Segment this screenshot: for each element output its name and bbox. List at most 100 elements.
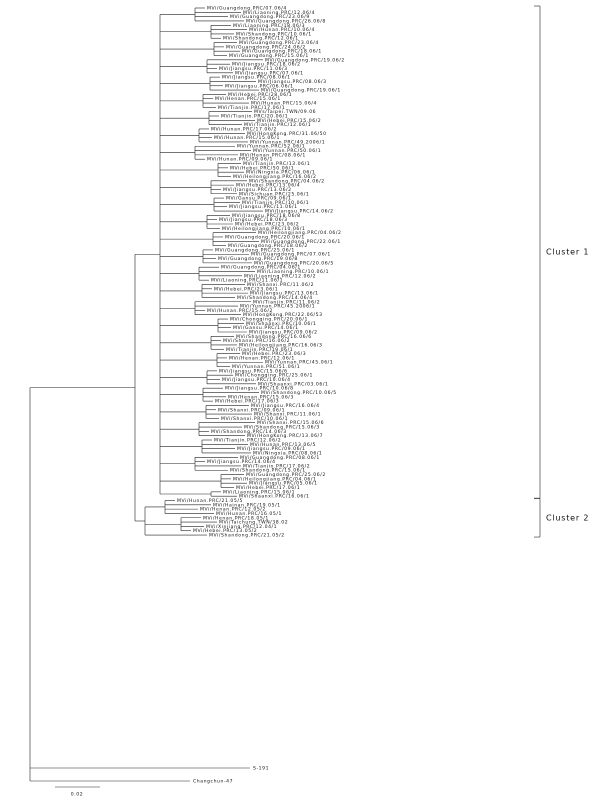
leaf-label: MVi/Guangdong.PRC/18.06/2: [228, 243, 308, 249]
leaf-label: MVi/Jiangsu.PRC/11.06/1: [229, 204, 298, 210]
leaf-label: MVi/Heilongjiang.PRC/16.06/2: [233, 174, 316, 180]
leaf-label: MVi/Gansu.PRC/14.06/1: [233, 325, 299, 331]
leaf-label: MVi/Chongqing.PRC/25.06/1: [235, 373, 313, 379]
leaf-label: MVi/Guangdong.PRC/18.06/1: [242, 49, 322, 55]
leaf-label: MVi/Tianjin.PRC/11.06/2: [253, 299, 320, 305]
leaf-label: MVi/Yunnan.PRC/45.2006/1: [240, 304, 315, 310]
leaf-label: MVi/Hebei.PRC/28.06/1: [228, 92, 292, 98]
leaf-label: MVi/Sichuan.PRC/25.06/1: [239, 191, 309, 197]
leaf-label: MVi/Hebei.PRC/23.06/2: [235, 222, 299, 228]
leaf-label: MVi/Jiangsu.PRC/13.06/1: [250, 291, 319, 297]
leaf-label: MVi/Tianjin.PRC/12.06/1: [244, 122, 311, 128]
leaf-label: MVi/HongKong.PRC/31.06/50: [247, 131, 327, 137]
leaf-label: MVi/Hebei.PRC/50.06/1: [230, 165, 294, 171]
leaf-label: MVi/Shaanxi.PRC/10.06/1: [246, 321, 316, 327]
leaf-label: MVi/Hunan.PRC/15.06/4: [251, 101, 317, 107]
leaf-label: MVi/Liaoning.PRC/10.06/1: [257, 269, 329, 275]
leaf-label: MVi/Guangdong.PRC/24.06/2: [226, 44, 306, 50]
leaf-label: MVi/Jiangsu.PRC/13.06/2: [223, 187, 292, 193]
cluster-label: Cluster 1: [546, 248, 589, 257]
leaf-label: MVi/Guangdong.PRC/15.06/1: [229, 53, 309, 59]
leaf-label: MVi/Hebei.PRC/17.06/1: [236, 485, 300, 491]
leaf-label: MVi/Yunnan.PRC/49.2006/1: [250, 139, 325, 145]
leaf-label: MVi/Shandong.PRC/12.06/1: [223, 36, 299, 42]
leaf-label: MVi/Heilongjiang.PRC/10.06/1: [222, 226, 305, 232]
leaf-label: MVs/Taipei.TWN/09.06: [254, 109, 316, 115]
leaf-label: MVi/Jiangsu.PRC/06.06/1: [225, 83, 294, 89]
leaf-label: MVi/Heilongjiang.PRC/16.06/3: [239, 342, 322, 348]
leaf-label: MVi/Ningxia.PRC/06.06/1: [246, 170, 315, 176]
leaf-label: MVi/HongKong.PRC/13.06/7: [247, 433, 323, 439]
leaf-label: MVi/Shandong.PRC/21.05/2: [209, 533, 285, 539]
leaf-label: MVi/Henan.PRC/08.06/1: [240, 152, 306, 158]
leaf-label: MVi/Hunan.PRC/16.05/1: [216, 511, 282, 517]
leaf-label: MVi/Yunnan.PRC/45.06/1: [265, 360, 333, 366]
leaf-label: MVi/Hebei.PRC/13.06/4: [236, 183, 300, 189]
leaf-label: MVi/Hebei.PRC/17.06/3: [215, 399, 279, 405]
leaf-label: MVi/Henan.PRC/12.06/1: [229, 355, 295, 361]
leaf-label: MVi/Hebei.PRC/23.06/3: [242, 351, 306, 357]
leaf-label: MVi/Tianjin.PRC/13.06/1: [243, 161, 310, 167]
leaf-label: MVi/Tianjin.PRC/10.06/1: [242, 200, 309, 206]
leaf-label: MVi/Hebei.PRC/15.06/2: [257, 118, 321, 124]
leaf-label: MVi/Hunan.PRC/15.06/1: [214, 135, 280, 141]
leaf-label: MVi/Guangdong.PRC/19.06/2: [265, 57, 345, 63]
leaf-label: MVi/Tianjin.PRC/17.06/2: [243, 463, 310, 469]
leaf-label: MVi/Tianjin.PRC/19.06/1: [226, 347, 293, 353]
leaf-label: MVi/Heilongjiang.PRC/04.06/2: [258, 230, 341, 236]
leaf-label: MVi/Shanxi.PRC/16.06/2: [223, 338, 290, 344]
leaf-label: MVi/Shanxi.PRC/10.06/1: [221, 416, 288, 422]
leaf-label: MVi/Jiangsu.PRC/18.06/2: [232, 62, 301, 68]
leaf-label: MVi/Liaoning.PRC/15.06/1: [223, 489, 295, 495]
leaf-label: MVi/Hunan.PRC/13.06/5: [250, 442, 316, 448]
leaf-label: MVi/Jiangsu.PRC/07.06/1: [235, 70, 304, 76]
leaf-label: MVi/Jiangsu.PRC/09.06/2: [249, 330, 318, 336]
leaf-label: MVi/Guangdong.PRC/19.06/8: [218, 256, 298, 262]
leaf-label: MVi/Jiangsu.PRC/18.06/3: [219, 217, 288, 223]
leaf-label: MVi/Liaoning.PRC/12.06/2: [244, 273, 316, 279]
leaf-label: MVi/Guangdong.PRC/20.06/1: [225, 234, 305, 240]
leaf-label: MVi/Xinjiang.PRC/12.04/1: [206, 524, 277, 530]
leaf-label: MVi/Tianjin.PRC/20.06/1: [221, 114, 288, 120]
leaf-label: MVi/Heilongjiang.PRC/04.06/1: [233, 476, 316, 482]
leaf-label: MVi/Guangdong.PRC/07.06/4: [207, 6, 287, 12]
leaf-label: MVi/Guangdong.PRC/07.06/1: [251, 252, 331, 258]
leaf-label: MVi/Shandong.PRC/16.06/6: [236, 334, 312, 340]
leaf-label: MVi/Tianjin.PRC/17.06/1: [218, 105, 285, 111]
leaf-label: MVi/Gansu.PRC/09.06/1: [226, 196, 292, 202]
leaf-label: MVi/Shandong.PRC/10.06/5: [261, 390, 337, 396]
leaf-label: MVi/Jiangsu.PRC/11.06/3: [219, 66, 288, 72]
leaf-label: MVi/Guangdong.PRC/23.06/4: [239, 40, 319, 46]
leaf-label: MVi/Jiangsu.PRC/14.06/2: [265, 209, 334, 215]
leaf-label: MVi/Shandong.PRC/15.06/1: [230, 468, 306, 474]
outgroup-label: S-191: [253, 766, 269, 772]
leaf-label: MVi/Guangdong.PRC/19.06/1: [261, 88, 341, 94]
leaf-label: MVi/Jiangsu.PRC/10.06/8: [225, 386, 294, 392]
leaf-label: MVi/Chongqing.PRC/20.06/1: [230, 317, 308, 323]
leaf-label: MVi/Jiangsu.PRC/08.06/1: [222, 75, 291, 81]
leaf-label: MVi/Yunnan.PRC/52.06/1: [237, 144, 305, 150]
leaf-label: MVi/Liaoning.PRC/12.06/4: [243, 10, 315, 16]
leaf-label: MVi/Jiangsu.PRC/18.06/8: [232, 213, 301, 219]
leaf-label: MVi/Ningxia.PRC/08.06/1: [253, 450, 322, 456]
leaf-label: MVi/Henan.PRC/12.05/2: [200, 507, 266, 513]
cluster-label: Cluster 2: [546, 513, 589, 522]
leaf-label: MVi/Guangdong.PRC/25.06/1: [215, 247, 295, 253]
leaf-label: MVi/Shandong.PRC/10.06/1: [236, 31, 312, 37]
leaf-label: MVi/Yunnan.PRC/50.06/1: [253, 148, 321, 154]
leaf-label: MVi/Shaanxi.PRC/16.06/1: [239, 494, 309, 500]
leaf-label: MVi/Guangdong.PRC/26.06/8: [246, 18, 326, 24]
leaf-label: MVi/Shandong.PRC/14.06/3: [211, 429, 287, 435]
leaf-label: MVi/Hunan.PRC/17.06/2: [211, 126, 277, 132]
leaf-label: MVi/Guangdong.PRC/08.06/1: [240, 455, 320, 461]
leaf-label: MVi/Shandong.PRC/15.06/3: [244, 425, 320, 431]
leaf-label: MVi/Taichung.TWN/38.02: [219, 520, 288, 526]
leaf-label: MVi/Guangdong.PRC/04.06/1: [221, 265, 301, 271]
leaf-label: MVi/Jiangsu.PRC/08.06/3: [258, 79, 327, 85]
leaf-label: MVi/Jiangsu.PRC/10.06/4: [222, 377, 291, 383]
leaf-label: MVi/Shanxi.PRC/11.06/2: [247, 282, 314, 288]
leaf-label: MVi/Guangdong.PRC/20.06/5: [254, 260, 334, 266]
leaf-label: MVi/Guangdong.PRC/23.06/9: [230, 14, 310, 20]
